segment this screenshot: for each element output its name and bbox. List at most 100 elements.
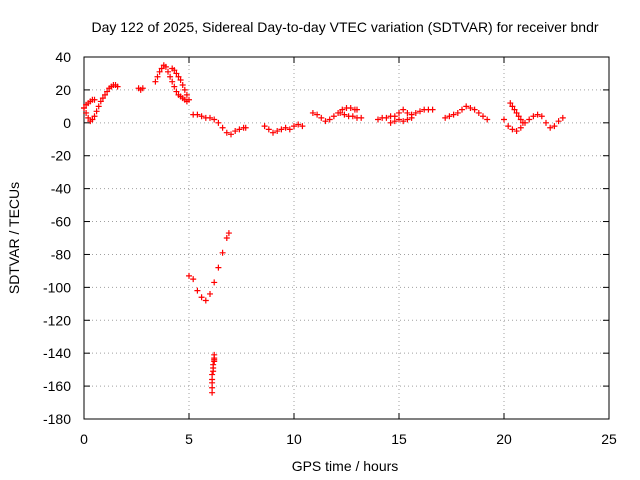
data-point <box>223 235 230 241</box>
data-point <box>513 109 520 116</box>
data-point <box>219 124 226 131</box>
y-tick-label: -140 <box>43 345 71 361</box>
data-point <box>85 114 92 121</box>
data-point <box>181 86 188 93</box>
data-point <box>534 111 541 118</box>
data-point <box>156 68 163 75</box>
data-point <box>225 230 232 237</box>
data-point <box>314 111 321 118</box>
y-tick-label: -20 <box>51 148 71 164</box>
data-point <box>207 114 213 121</box>
data-point <box>173 70 180 77</box>
data-point <box>81 105 87 112</box>
data-point <box>387 119 394 126</box>
data-point <box>400 118 407 125</box>
y-tick-label: -120 <box>43 312 71 328</box>
data-point <box>295 121 302 128</box>
data-point <box>511 106 518 113</box>
data-point <box>459 106 465 113</box>
x-tick-label: 10 <box>286 431 302 447</box>
data-point <box>165 68 171 75</box>
data-point <box>475 109 482 116</box>
data-point <box>309 109 316 116</box>
data-point <box>318 114 325 121</box>
data-point <box>162 63 169 70</box>
data-point <box>291 123 297 130</box>
data-point <box>341 111 348 118</box>
data-point <box>89 116 96 123</box>
data-point <box>326 116 333 123</box>
data-point <box>210 361 217 368</box>
data-point <box>446 113 453 120</box>
data-point <box>114 83 121 90</box>
data-point <box>417 108 423 115</box>
data-point <box>261 123 268 130</box>
data-point <box>91 96 98 103</box>
x-tick-label: 25 <box>601 431 617 447</box>
x-axis-label: GPS time / hours <box>292 458 399 474</box>
y-tick-label: -60 <box>51 214 71 230</box>
data-point <box>278 126 285 133</box>
data-point <box>322 118 329 125</box>
y-tick-label: -80 <box>51 246 71 262</box>
data-point <box>349 113 356 120</box>
data-point <box>95 103 102 110</box>
data-point <box>274 128 281 135</box>
data-point <box>83 109 90 116</box>
data-point <box>194 287 201 294</box>
data-point <box>339 106 346 113</box>
y-axis-label: SDTVAR / TECUs <box>6 182 22 294</box>
data-point <box>471 106 478 113</box>
data-point <box>429 106 436 113</box>
y-tick-label: -100 <box>43 279 71 295</box>
data-point <box>97 98 104 105</box>
data-point <box>354 106 360 113</box>
x-tick-labels: 0 5 10 15 20 25 <box>80 431 617 447</box>
data-point <box>198 113 205 120</box>
data-point <box>177 77 184 84</box>
y-tick-label: 0 <box>63 115 71 131</box>
x-tick-label: 0 <box>80 431 88 447</box>
y-tick-label: 20 <box>55 82 71 98</box>
data-point <box>505 123 512 130</box>
data-point <box>102 91 108 98</box>
data-point <box>375 116 381 123</box>
data-point <box>194 111 201 118</box>
x-tick-label: 15 <box>391 431 407 447</box>
data-point <box>517 116 524 123</box>
data-point <box>91 113 98 120</box>
data-point <box>396 116 402 123</box>
data-point <box>400 106 407 113</box>
data-point <box>299 123 306 130</box>
data-point <box>211 351 218 358</box>
data-point <box>158 65 165 72</box>
data-point <box>547 124 554 131</box>
data-point <box>501 116 507 123</box>
plot-frame <box>83 56 610 420</box>
data-point <box>99 95 106 102</box>
y-tick-label: -180 <box>43 411 71 427</box>
data-point <box>236 126 243 133</box>
data-point <box>215 264 222 271</box>
data-point <box>167 73 174 80</box>
y-tick-label: -160 <box>43 378 71 394</box>
data-point <box>186 272 192 279</box>
data-point <box>450 111 457 118</box>
x-tick-label: 20 <box>496 431 512 447</box>
data-point <box>215 119 222 126</box>
data-point <box>242 124 249 131</box>
data-point <box>507 100 514 107</box>
data-point <box>513 128 520 135</box>
data-point <box>171 83 178 90</box>
data-point <box>412 109 419 116</box>
data-point <box>202 297 209 304</box>
data-point <box>519 119 526 126</box>
data-point <box>543 119 549 126</box>
data-point <box>517 124 524 131</box>
data-point <box>211 116 218 123</box>
data-point <box>330 113 337 120</box>
data-point <box>154 73 161 80</box>
data-point <box>232 128 239 135</box>
data-point <box>286 126 293 133</box>
